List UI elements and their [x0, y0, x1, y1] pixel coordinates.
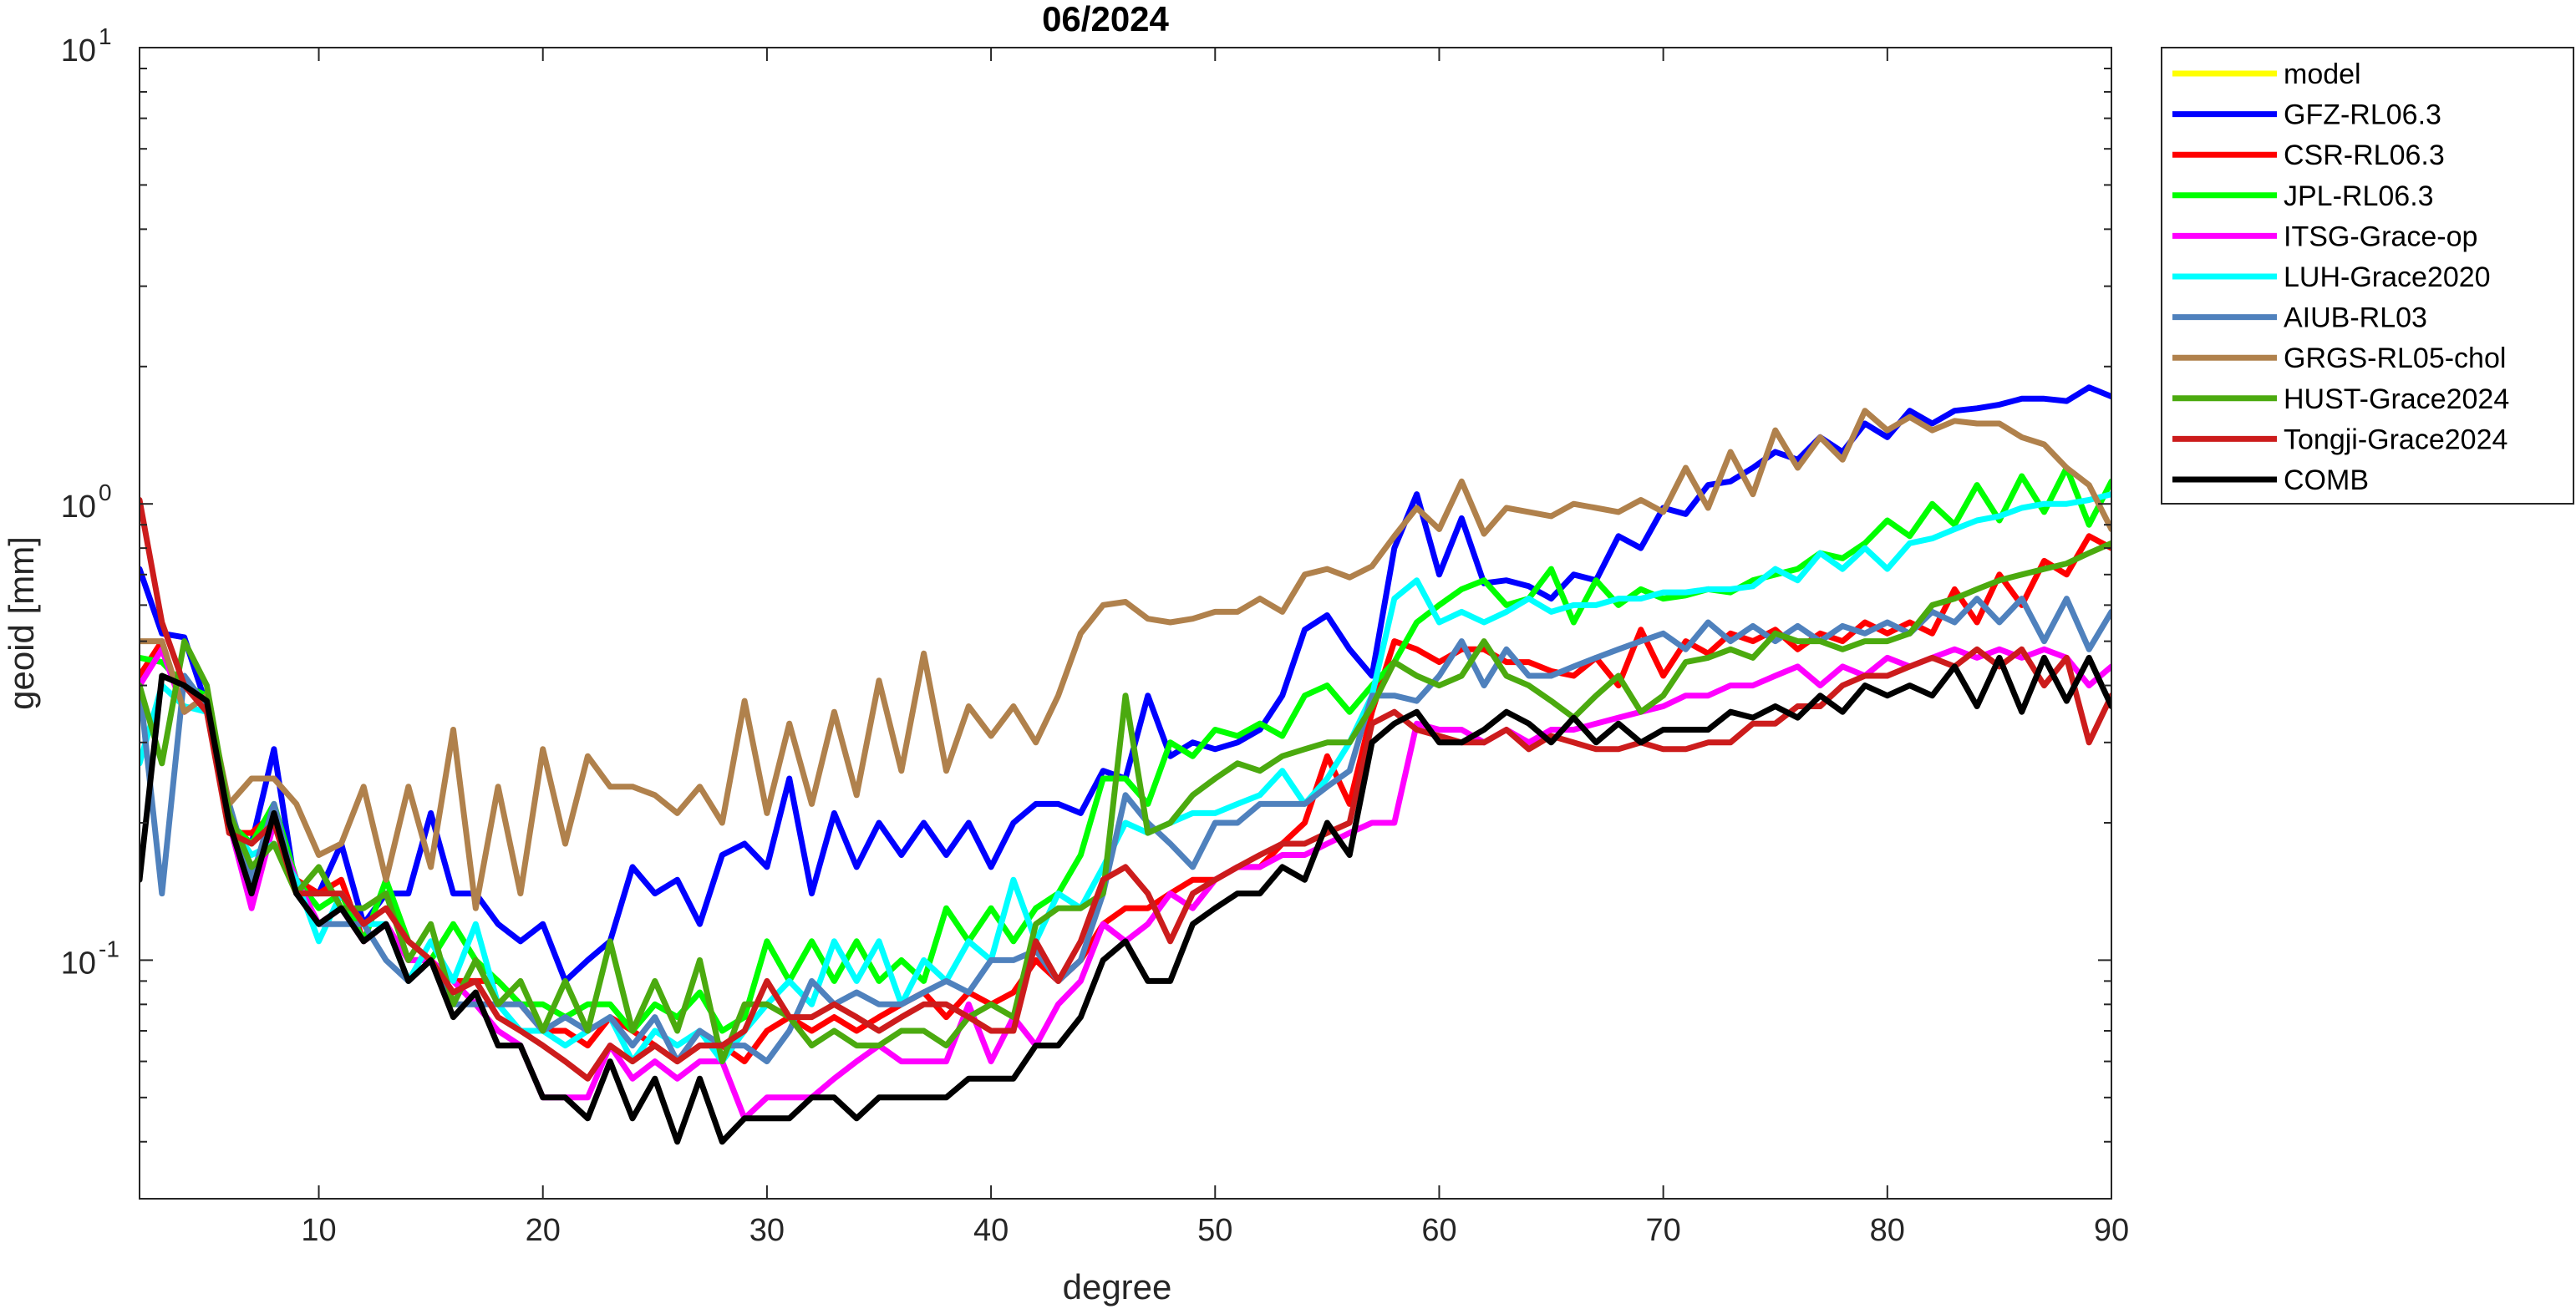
legend: model GFZ-RL06.3 CSR-RL06.3 JPL-RL06.3 ITSG-… [2161, 47, 2574, 505]
x-tick-label: 10 [301, 1213, 336, 1248]
legend-label-comb: COMB [2284, 464, 2369, 496]
x-tick-label: 50 [1197, 1213, 1232, 1248]
x-tick-label: 90 [2094, 1213, 2129, 1248]
x-tick-label: 30 [749, 1213, 785, 1248]
legend-label-aiub-rl03: AIUB-RL03 [2284, 302, 2427, 334]
legend-label-luh-grace2020: LUH-Grace2020 [2284, 261, 2491, 293]
x-tick-label: 70 [1645, 1213, 1680, 1248]
series-line-luh-grace2020 [140, 491, 2111, 1065]
x-tick-label: 80 [1870, 1213, 1905, 1248]
y-axis-label: geoid [mm] [2, 536, 41, 710]
series-line-comb [140, 654, 2111, 1145]
y-tick-label: 10 [61, 490, 96, 525]
legend-label-gfz-rl06-3: GFZ-RL06.3 [2284, 99, 2441, 131]
y-tick-exponent: 0 [99, 479, 112, 505]
axes-box [139, 47, 2112, 1200]
legend-label-jpl-rl06-3: JPL-RL06.3 [2284, 180, 2434, 212]
y-tick-label: 10 [61, 946, 96, 981]
y-tick-exponent: -1 [99, 936, 119, 961]
y-tick-exponent: 1 [99, 23, 112, 49]
x-tick-label: 40 [973, 1213, 1009, 1248]
series-line-hust-grace2024 [140, 540, 2111, 1065]
legend-label-hust-grace2024: HUST-Grace2024 [2284, 383, 2509, 415]
series-line-grgs-rl05-chol [140, 408, 2111, 911]
plot-area [140, 48, 2111, 1199]
legend-label-csr-rl06-3: CSR-RL06.3 [2284, 140, 2445, 171]
legend-label-grgs-rl05-chol: GRGS-RL05-chol [2284, 342, 2506, 374]
chart-title: 06/2024 [1042, 0, 1169, 38]
x-tick-label: 20 [526, 1213, 561, 1248]
series-line-tongji-grace2024 [140, 497, 2111, 1082]
series-layer [140, 384, 2111, 1145]
x-axis-label: degree [1063, 1267, 1172, 1306]
x-tick-label: 60 [1421, 1213, 1456, 1248]
legend-label-itsg-grace-op: ITSG-Grace-op [2284, 221, 2477, 252]
y-tick-label: 10 [61, 33, 96, 68]
legend-label-tongji-grace2024: Tongji-Grace2024 [2284, 424, 2507, 455]
legend-label-model: model [2284, 58, 2361, 90]
